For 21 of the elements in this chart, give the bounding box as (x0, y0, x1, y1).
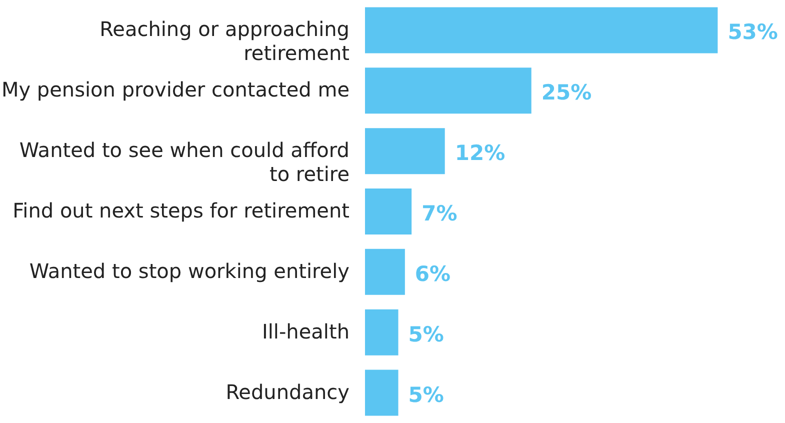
y-tick-label: Wanted to see when could afford to retire (19, 138, 350, 186)
data-label: 5% (408, 322, 444, 346)
data-label: 6% (414, 262, 451, 286)
bar (365, 188, 412, 234)
bar (365, 309, 398, 356)
data-label: 7% (422, 202, 458, 226)
y-tick-label: Redundancy (226, 380, 350, 404)
data-label: 25% (541, 80, 592, 105)
bar (365, 128, 445, 174)
bar (365, 68, 532, 114)
y-tick-label: Reaching or approaching retirement (100, 17, 350, 66)
data-label: 53% (728, 20, 778, 44)
bar (365, 7, 718, 54)
y-tick-label: My pension provider contacted me (1, 78, 350, 102)
y-tick-label: Ill-health (262, 319, 350, 344)
y-tick-label: Wanted to stop working entirely (29, 258, 350, 283)
data-label: 12% (454, 141, 506, 166)
bar (365, 248, 405, 295)
data-label: 5% (408, 382, 444, 407)
bar (365, 370, 398, 416)
y-tick-label: Find out next steps for retirement (12, 198, 350, 222)
